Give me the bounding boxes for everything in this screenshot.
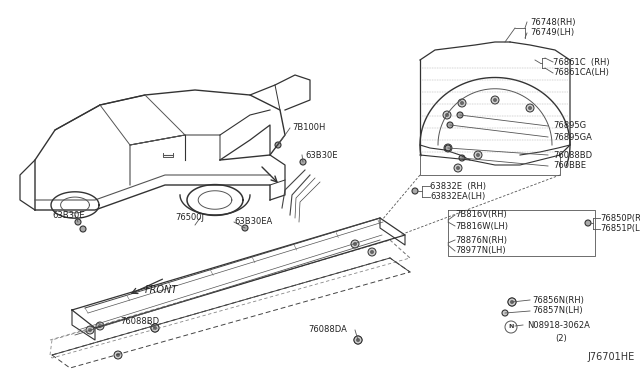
Text: 76857N(LH): 76857N(LH) bbox=[532, 307, 582, 315]
Circle shape bbox=[460, 101, 464, 105]
Circle shape bbox=[458, 99, 466, 107]
Circle shape bbox=[86, 326, 94, 334]
Text: 76861C  (RH): 76861C (RH) bbox=[553, 58, 610, 67]
Circle shape bbox=[476, 153, 480, 157]
Text: N08918-3062A: N08918-3062A bbox=[527, 321, 590, 330]
Circle shape bbox=[474, 151, 482, 159]
Text: 76851P(LH): 76851P(LH) bbox=[600, 224, 640, 234]
Circle shape bbox=[443, 111, 451, 119]
Text: 76895G: 76895G bbox=[553, 122, 586, 131]
Text: (2): (2) bbox=[555, 334, 567, 343]
Text: 76749(LH): 76749(LH) bbox=[530, 29, 574, 38]
Circle shape bbox=[447, 122, 453, 128]
Circle shape bbox=[457, 112, 463, 118]
Circle shape bbox=[114, 351, 122, 359]
Circle shape bbox=[80, 226, 86, 232]
Text: 7B816W(LH): 7B816W(LH) bbox=[455, 221, 508, 231]
Circle shape bbox=[275, 142, 281, 148]
Circle shape bbox=[354, 336, 362, 344]
Circle shape bbox=[454, 164, 462, 172]
Text: 63832EA(LH): 63832EA(LH) bbox=[430, 192, 485, 202]
Circle shape bbox=[510, 300, 514, 304]
Circle shape bbox=[356, 338, 360, 342]
Circle shape bbox=[493, 98, 497, 102]
Text: 63B30EA: 63B30EA bbox=[234, 218, 272, 227]
Circle shape bbox=[459, 155, 465, 161]
Circle shape bbox=[153, 326, 157, 330]
Circle shape bbox=[585, 220, 591, 226]
Circle shape bbox=[445, 145, 451, 151]
Circle shape bbox=[151, 324, 159, 332]
Text: 76500J: 76500J bbox=[175, 214, 204, 222]
Text: 76088BD: 76088BD bbox=[553, 151, 592, 160]
Circle shape bbox=[502, 310, 508, 316]
Circle shape bbox=[456, 166, 460, 170]
Circle shape bbox=[300, 159, 306, 165]
Circle shape bbox=[445, 113, 449, 117]
Text: 63B30E: 63B30E bbox=[305, 151, 337, 160]
Circle shape bbox=[446, 146, 450, 150]
Text: J76701HE: J76701HE bbox=[588, 352, 635, 362]
Circle shape bbox=[242, 225, 248, 231]
Circle shape bbox=[351, 240, 359, 248]
Text: 63B30E: 63B30E bbox=[52, 211, 84, 219]
Text: N: N bbox=[508, 324, 514, 330]
Text: 76850P(RH): 76850P(RH) bbox=[600, 214, 640, 222]
Text: 76895GA: 76895GA bbox=[553, 132, 592, 141]
Text: FRONT: FRONT bbox=[145, 285, 179, 295]
Circle shape bbox=[98, 324, 102, 328]
Circle shape bbox=[75, 219, 81, 225]
Circle shape bbox=[353, 242, 357, 246]
Circle shape bbox=[115, 352, 122, 359]
Circle shape bbox=[508, 298, 516, 306]
Circle shape bbox=[526, 104, 534, 112]
Text: 76748(RH): 76748(RH) bbox=[530, 17, 575, 26]
Text: 78977N(LH): 78977N(LH) bbox=[455, 247, 506, 256]
Circle shape bbox=[368, 248, 376, 256]
Text: 78876N(RH): 78876N(RH) bbox=[455, 235, 507, 244]
Circle shape bbox=[444, 144, 452, 152]
Circle shape bbox=[116, 353, 120, 357]
Circle shape bbox=[151, 324, 159, 332]
Text: 76856N(RH): 76856N(RH) bbox=[532, 295, 584, 305]
Text: 76088BD: 76088BD bbox=[120, 317, 159, 327]
Circle shape bbox=[412, 188, 418, 194]
Text: 7B816V(RH): 7B816V(RH) bbox=[455, 211, 507, 219]
Circle shape bbox=[370, 250, 374, 254]
Text: 76861CA(LH): 76861CA(LH) bbox=[553, 68, 609, 77]
Circle shape bbox=[354, 336, 362, 344]
Circle shape bbox=[528, 106, 532, 110]
Text: 76088DA: 76088DA bbox=[308, 326, 347, 334]
Text: 63832E  (RH): 63832E (RH) bbox=[430, 182, 486, 190]
Text: 760BBE: 760BBE bbox=[553, 161, 586, 170]
Circle shape bbox=[491, 96, 499, 104]
Circle shape bbox=[88, 328, 92, 332]
Circle shape bbox=[508, 298, 516, 306]
Circle shape bbox=[96, 322, 104, 330]
Text: 7B100H: 7B100H bbox=[292, 124, 325, 132]
